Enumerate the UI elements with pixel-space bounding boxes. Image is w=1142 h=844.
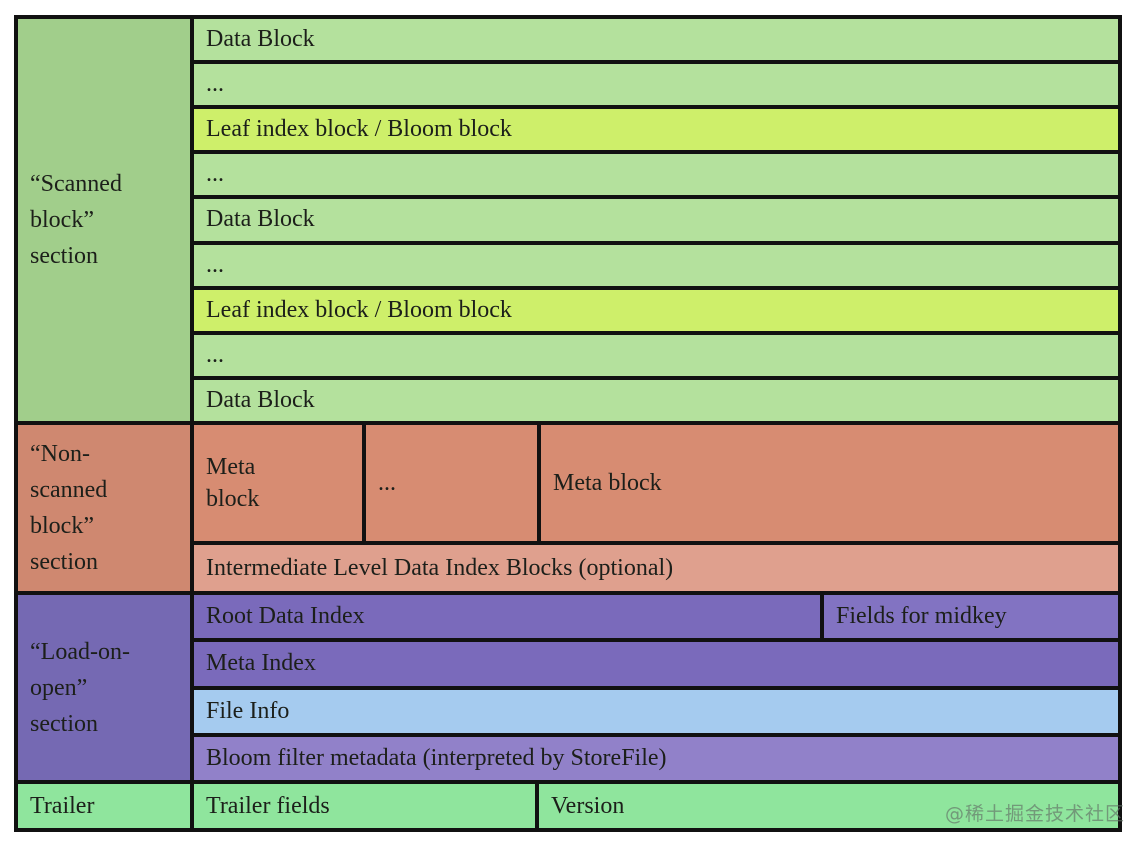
cell-meta-block: Meta block [541, 425, 1118, 541]
section-label-trailer: Trailer [18, 784, 190, 828]
hfile-structure-diagram: “Scanned block” section Data Block ... L… [14, 15, 1122, 832]
cell-meta-index: Meta Index [194, 642, 1118, 686]
root-data-index-row: Root Data Index Fields for midkey [194, 595, 1118, 639]
trailer-section: Trailer Trailer fields Version [18, 784, 1118, 828]
meta-block-row: Meta block ... Meta block [194, 425, 1118, 541]
cell-data-block: Data Block [194, 199, 1118, 241]
cell-file-info: File Info [194, 689, 1118, 733]
load-on-open-section: “Load-on- open” section Root Data Index … [18, 595, 1118, 780]
cell-intermediate-index-blocks: Intermediate Level Data Index Blocks (op… [194, 545, 1118, 591]
load-on-open-rows: Root Data Index Fields for midkey Meta I… [194, 595, 1118, 780]
cell-trailer-fields: Trailer fields [194, 784, 535, 828]
cell-ellipsis: ... [194, 64, 1118, 106]
cell-meta-block: Meta block [194, 425, 362, 541]
cell-ellipsis: ... [194, 244, 1118, 286]
cell-leaf-index-block: Leaf index block / Bloom block [194, 109, 1118, 151]
cell-fields-for-midkey: Fields for midkey [824, 595, 1118, 639]
cell-ellipsis: ... [194, 154, 1118, 196]
cell-ellipsis: ... [194, 334, 1118, 376]
cell-data-block: Data Block [194, 379, 1118, 421]
cell-data-block: Data Block [194, 19, 1118, 61]
non-scanned-rows: Meta block ... Meta block Intermediate L… [194, 425, 1118, 591]
section-label-non-scanned: “Non- scanned block” section [18, 425, 190, 591]
cell-bloom-filter-metadata: Bloom filter metadata (interpreted by St… [194, 736, 1118, 780]
scanned-block-section: “Scanned block” section Data Block ... L… [18, 19, 1118, 421]
section-label-load-on-open: “Load-on- open” section [18, 595, 190, 780]
site-watermark: @稀土掘金技术社区 [944, 803, 1125, 825]
section-label-scanned: “Scanned block” section [18, 19, 190, 421]
cell-ellipsis: ... [366, 425, 537, 541]
scanned-block-rows: Data Block ... Leaf index block / Bloom … [194, 19, 1118, 421]
cell-version: Version [539, 784, 1118, 828]
trailer-row: Trailer fields Version [194, 784, 1118, 828]
cell-root-data-index: Root Data Index [194, 595, 820, 639]
cell-leaf-index-block: Leaf index block / Bloom block [194, 289, 1118, 331]
non-scanned-block-section: “Non- scanned block” section Meta block … [18, 425, 1118, 591]
